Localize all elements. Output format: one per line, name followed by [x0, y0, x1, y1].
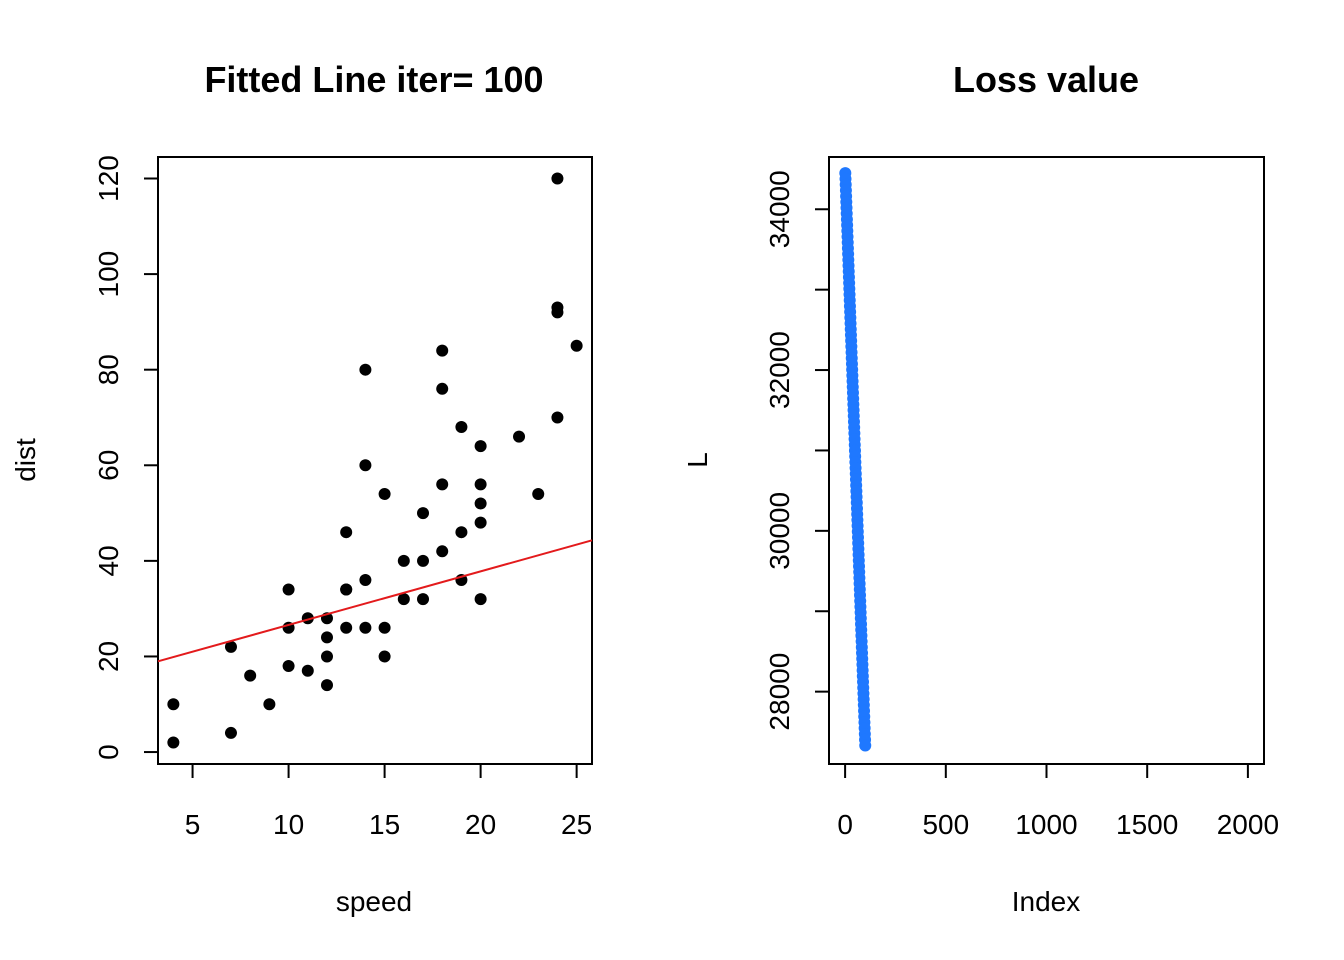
data-point — [417, 554, 430, 567]
loss-point — [859, 739, 872, 752]
data-point — [263, 698, 276, 711]
data-point — [436, 478, 449, 491]
right-data-points — [839, 167, 872, 752]
y-tick-label: 80 — [93, 354, 124, 385]
data-point — [436, 382, 449, 395]
data-point — [359, 363, 372, 376]
y-tick-label: 120 — [93, 155, 124, 202]
data-point — [436, 344, 449, 357]
y-tick-label: 0 — [93, 744, 124, 760]
data-point — [417, 507, 430, 520]
data-point — [282, 660, 295, 673]
x-tick-label: 1500 — [1116, 809, 1178, 840]
data-point — [167, 698, 180, 711]
data-point — [551, 301, 564, 314]
right-x-axis: 0 500 1000 1500 2000 — [837, 763, 1279, 840]
data-point — [474, 497, 487, 510]
x-tick-label: 500 — [922, 809, 969, 840]
y-tick-label: 34000 — [764, 170, 795, 248]
data-point — [224, 640, 237, 653]
data-point — [551, 172, 564, 185]
x-tick-label: 20 — [465, 809, 496, 840]
data-point — [474, 440, 487, 453]
data-point — [320, 631, 333, 644]
x-tick-label: 15 — [369, 809, 400, 840]
data-point — [359, 573, 372, 586]
data-point — [340, 526, 353, 539]
y-tick-label: 32000 — [764, 331, 795, 409]
left-y-axis-label: dist — [10, 438, 41, 482]
y-tick-label: 40 — [93, 545, 124, 576]
fitted-line — [157, 539, 593, 663]
y-tick-label: 20 — [93, 641, 124, 672]
x-tick-label: 0 — [837, 809, 853, 840]
data-point — [340, 621, 353, 634]
y-tick-label: 30000 — [764, 492, 795, 570]
data-point — [282, 583, 295, 596]
data-point — [532, 487, 545, 500]
left-y-axis: 0 20 40 60 80 100 120 — [93, 155, 158, 760]
x-tick-label: 5 — [185, 809, 201, 840]
left-fitted-line-group — [157, 539, 593, 663]
x-tick-label: 25 — [561, 809, 592, 840]
data-point — [474, 478, 487, 491]
x-tick-label: 1000 — [1015, 809, 1077, 840]
data-point — [570, 339, 583, 352]
left-x-axis: 5 10 15 20 25 — [185, 763, 592, 840]
data-point — [301, 664, 314, 677]
data-point — [224, 726, 237, 739]
left-plot-frame — [157, 156, 593, 765]
x-tick-label: 10 — [273, 809, 304, 840]
data-point — [455, 526, 468, 539]
data-point — [359, 459, 372, 472]
data-point — [378, 650, 391, 663]
data-point — [378, 621, 391, 634]
data-point — [359, 621, 372, 634]
left-chart-title: Fitted Line iter= 100 — [204, 59, 543, 100]
right-plot-frame — [828, 156, 1265, 765]
right-y-axis: 28000 30000 32000 34000 — [764, 170, 829, 731]
data-point — [455, 421, 468, 434]
right-chart-title: Loss value — [953, 59, 1139, 100]
data-point — [397, 554, 410, 567]
x-tick-label: 2000 — [1217, 809, 1279, 840]
fitted-line-panel: Fitted Line iter= 100 5 10 15 20 25 0 20 40 60 8… — [10, 59, 593, 917]
data-point — [436, 545, 449, 558]
data-point — [474, 593, 487, 606]
left-data-points — [167, 172, 583, 749]
data-point — [397, 593, 410, 606]
y-tick-label: 100 — [93, 251, 124, 298]
right-x-axis-label: Index — [1012, 886, 1081, 917]
data-point — [320, 650, 333, 663]
data-point — [378, 487, 391, 500]
y-tick-label: 60 — [93, 450, 124, 481]
data-point — [551, 411, 564, 424]
data-point — [417, 593, 430, 606]
y-tick-label: 28000 — [764, 653, 795, 731]
data-point — [513, 430, 526, 443]
data-point — [320, 679, 333, 692]
data-point — [244, 669, 257, 682]
data-point — [340, 583, 353, 596]
data-point — [167, 736, 180, 749]
data-point — [474, 516, 487, 529]
right-y-axis-label: L — [682, 452, 713, 468]
loss-panel: Loss value 0 500 1000 1500 2000 28000 30000 32… — [682, 59, 1279, 917]
left-x-axis-label: speed — [336, 886, 412, 917]
